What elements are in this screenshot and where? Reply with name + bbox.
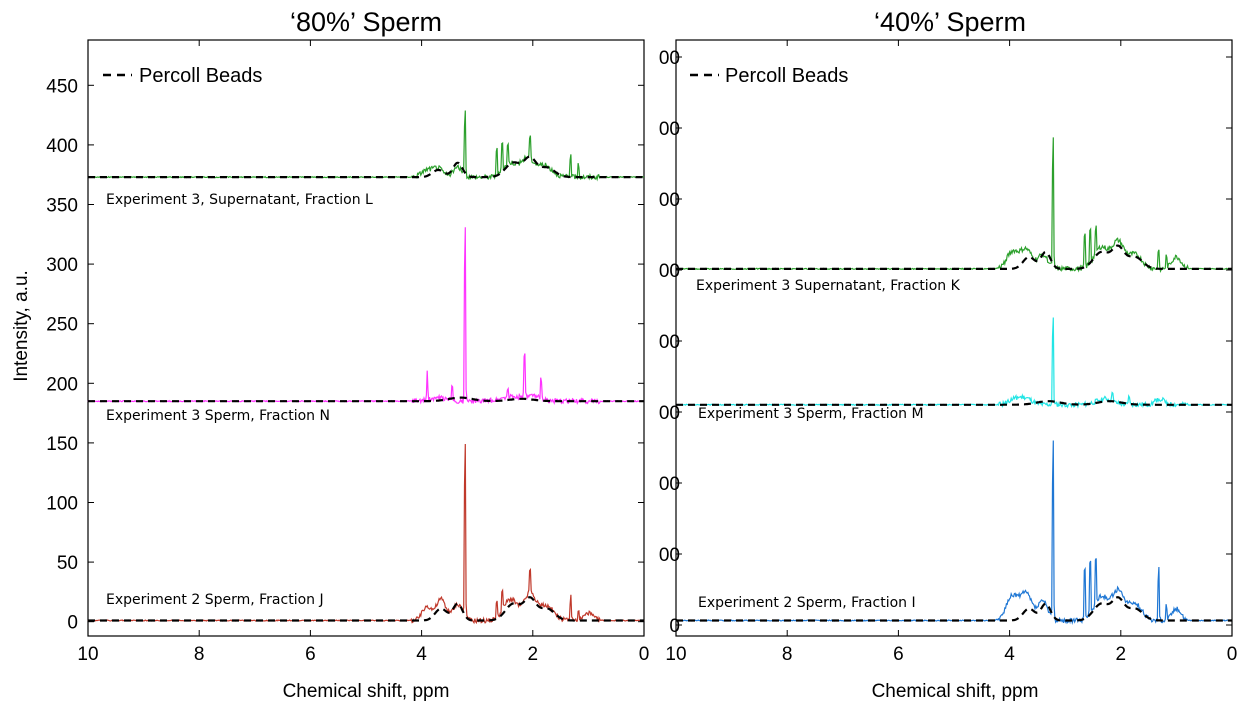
x-tick-label: 0: [639, 644, 650, 665]
series-line: [88, 396, 644, 403]
x-tick-label: 6: [305, 644, 316, 665]
y-tick-label: 00: [659, 545, 680, 566]
y-tick-label: 100: [46, 493, 78, 514]
y-tick-label: 00: [659, 474, 680, 495]
y-tick-label: 450: [46, 76, 78, 97]
left-x-axis-label: Chemical shift, ppm: [283, 681, 450, 702]
annotation-fraction-i: Experiment 2 Sperm, Fraction I: [698, 595, 916, 611]
right-legend: Percoll Beads: [690, 65, 848, 87]
right-chart-title: ‘40%’ Sperm: [874, 7, 1026, 37]
right-plot-frame: [675, 39, 1233, 637]
series-line: [675, 137, 1233, 273]
left-plot-area: [87, 110, 645, 625]
y-tick-label: 400: [46, 136, 78, 157]
left-plot-frame: [87, 39, 645, 637]
left-legend-label: Percoll Beads: [139, 65, 262, 87]
left-legend: Percoll Beads: [103, 65, 262, 87]
x-tick-label: 8: [782, 644, 793, 665]
x-tick-label: 8: [194, 644, 205, 665]
series-line: [87, 227, 645, 406]
y-tick-label: 0: [67, 613, 78, 634]
left-chart-title: ‘80%’ Sperm: [290, 7, 442, 37]
series-line: [676, 244, 1232, 270]
y-tick-label: 00: [659, 403, 680, 424]
annotation-fraction-l: Experiment 3, Supernatant, Fraction L: [106, 192, 373, 208]
y-tick-label: 00: [659, 332, 680, 353]
y-tick-label: 150: [46, 434, 78, 455]
series-line: [676, 400, 1232, 406]
y-tick-label: 50: [57, 553, 78, 574]
annotation-fraction-j: Experiment 2 Sperm, Fraction J: [106, 592, 324, 608]
x-tick-label: 2: [528, 644, 539, 665]
y-tick-label: 00: [659, 48, 680, 69]
annotation-fraction-m: Experiment 3 Sperm, Fraction M: [698, 406, 924, 422]
x-tick-label: 2: [1116, 644, 1127, 665]
y-tick-label: 00: [659, 261, 680, 282]
right-legend-label: Percoll Beads: [725, 65, 848, 87]
x-tick-label: 0: [1227, 644, 1238, 665]
y-tick-label: 300: [46, 255, 78, 276]
series-line: [88, 596, 644, 622]
x-tick-label: 4: [416, 644, 427, 665]
y-tick-label: 00: [659, 119, 680, 140]
x-tick-label: 6: [893, 644, 904, 665]
series-line: [87, 110, 645, 182]
y-tick-label: 00: [659, 190, 680, 211]
x-tick-label: 4: [1004, 644, 1015, 665]
y-tick-label: 350: [46, 195, 78, 216]
right-plot-area: [675, 137, 1233, 625]
series-line: [676, 596, 1232, 622]
right-x-axis-label: Chemical shift, ppm: [872, 681, 1039, 702]
x-tick-label: 10: [77, 644, 98, 665]
annotation-fraction-n: Experiment 3 Sperm, Fraction N: [106, 408, 330, 424]
series-line: [88, 155, 644, 179]
series-line: [675, 317, 1232, 409]
y-tick-label: 0: [669, 616, 680, 637]
annotation-fraction-k: Experiment 3 Supernatant, Fraction K: [696, 278, 961, 294]
y-tick-label: 200: [46, 374, 78, 395]
left-y-axis-label: Intensity, a.u.: [11, 270, 32, 382]
y-tick-label: 250: [46, 315, 78, 336]
x-tick-label: 10: [665, 644, 686, 665]
